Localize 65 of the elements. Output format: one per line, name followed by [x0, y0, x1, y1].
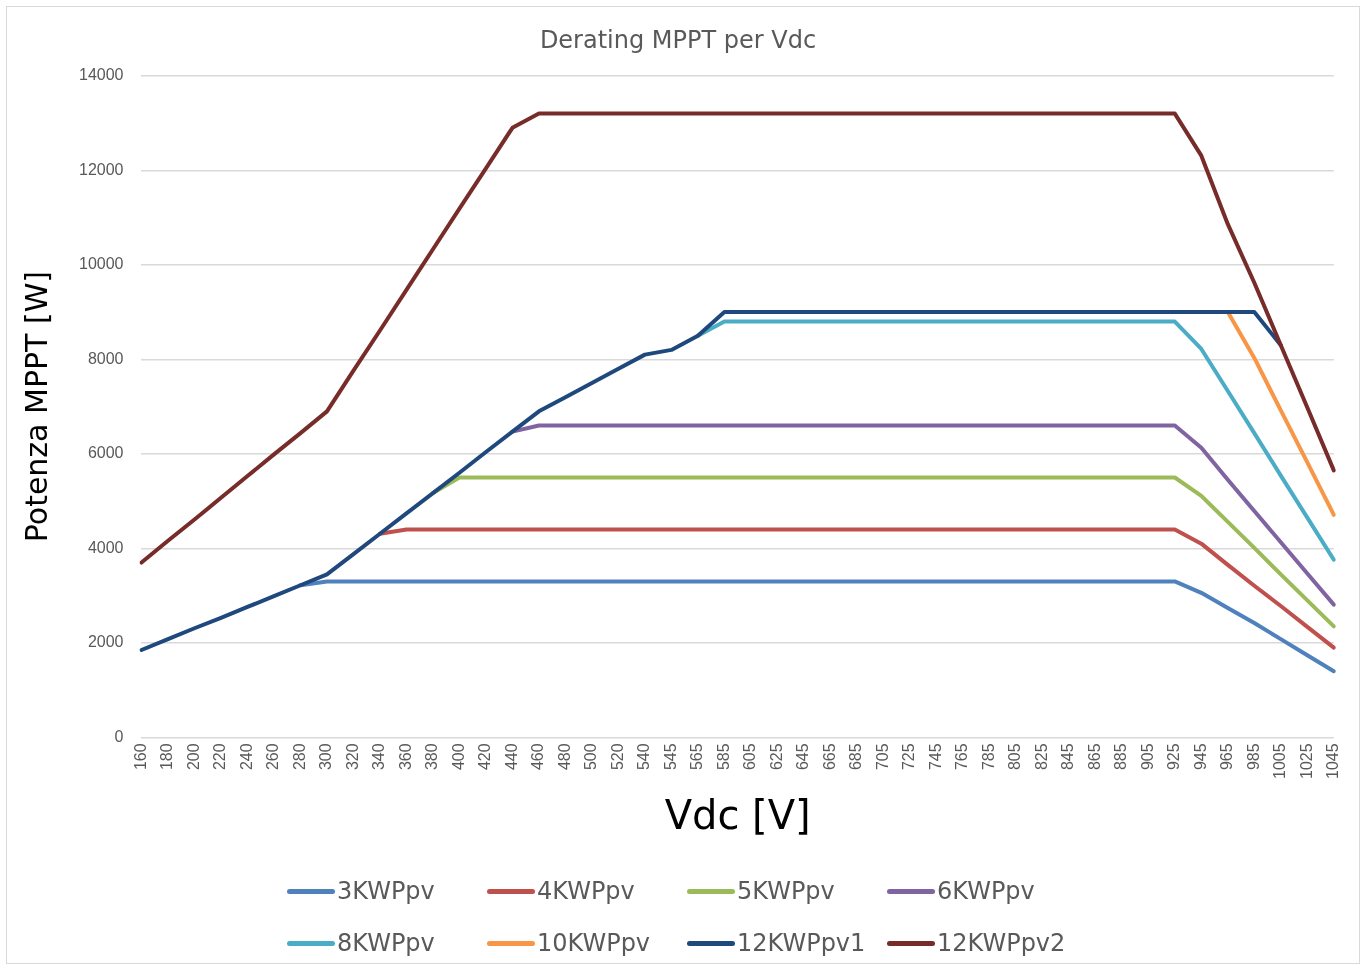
y-tick-label: 6000: [87, 444, 124, 462]
x-tick-label: 905: [1138, 743, 1156, 771]
x-tick-label: 300: [317, 743, 335, 771]
legend-label: 4KWPpv: [537, 877, 635, 905]
y-tick-label: 4000: [87, 538, 124, 556]
x-tick-label: 440: [502, 743, 520, 771]
x-tick-label: 180: [158, 743, 176, 771]
x-tick-label: 1045: [1324, 743, 1342, 779]
x-tick-label: 925: [1165, 743, 1183, 771]
x-tick-label: 805: [1006, 743, 1024, 771]
x-axis-title: Vdc [V]: [664, 792, 811, 839]
x-tick-label: 685: [847, 743, 865, 771]
x-tick-label: 825: [1032, 743, 1050, 771]
y-axis-title: Potenza MPPT [W]: [18, 270, 54, 543]
x-tick-label: 260: [264, 743, 282, 771]
x-tick-label: 1005: [1271, 743, 1289, 779]
y-tick-label: 8000: [87, 349, 124, 367]
x-tick-label: 985: [1244, 743, 1262, 771]
x-tick-label: 605: [741, 743, 759, 771]
x-tick-label: 845: [1059, 743, 1077, 771]
x-tick-label: 240: [237, 743, 255, 771]
x-tick-label: 885: [1112, 743, 1130, 771]
x-tick-label: 380: [423, 743, 441, 771]
x-tick-label: 420: [476, 743, 494, 771]
legend-label: 6KWPpv: [937, 877, 1035, 905]
y-tick-label: 0: [114, 727, 124, 745]
y-tick-label: 12000: [78, 160, 124, 178]
legend-label: 12KWPpv2: [937, 929, 1066, 957]
x-tick-label: 545: [661, 743, 679, 771]
legend-label: 8KWPpv: [337, 929, 435, 957]
x-tick-label: 280: [290, 743, 308, 771]
x-tick-label: 500: [582, 743, 600, 771]
x-tick-label: 460: [529, 743, 547, 771]
chart-title: Derating MPPT per Vdc: [539, 25, 817, 54]
x-tick-label: 725: [900, 743, 918, 771]
y-tick-label: 2000: [87, 633, 124, 651]
x-tick-label: 360: [396, 743, 414, 771]
x-tick-label: 865: [1085, 743, 1103, 771]
x-tick-label: 645: [794, 743, 812, 771]
x-tick-label: 1025: [1297, 743, 1315, 779]
x-tick-label: 340: [370, 743, 388, 771]
x-tick-label: 625: [767, 743, 785, 771]
x-tick-label: 400: [449, 743, 467, 771]
x-tick-label: 585: [714, 743, 732, 771]
x-tick-label: 665: [820, 743, 838, 771]
legend-label: 3KWPpv: [337, 877, 435, 905]
x-tick-label: 520: [608, 743, 626, 771]
x-tick-label: 965: [1218, 743, 1236, 771]
x-tick-label: 480: [555, 743, 573, 771]
x-tick-label: 705: [873, 743, 891, 771]
x-tick-label: 745: [926, 743, 944, 771]
x-tick-label: 540: [635, 743, 653, 771]
x-tick-label: 565: [688, 743, 706, 771]
x-tick-label: 785: [979, 743, 997, 771]
y-tick-label: 14000: [78, 66, 124, 84]
x-tick-label: 320: [343, 743, 361, 771]
legend-label: 10KWPpv: [537, 929, 651, 957]
legend-label: 12KWPpv1: [737, 929, 866, 957]
legend-label: 5KWPpv: [737, 877, 835, 905]
y-tick-label: 10000: [78, 255, 124, 273]
x-tick-label: 945: [1191, 743, 1209, 771]
x-tick-label: 765: [953, 743, 971, 771]
x-tick-label: 160: [131, 743, 149, 771]
x-tick-label: 220: [211, 743, 229, 771]
x-tick-label: 200: [184, 743, 202, 771]
